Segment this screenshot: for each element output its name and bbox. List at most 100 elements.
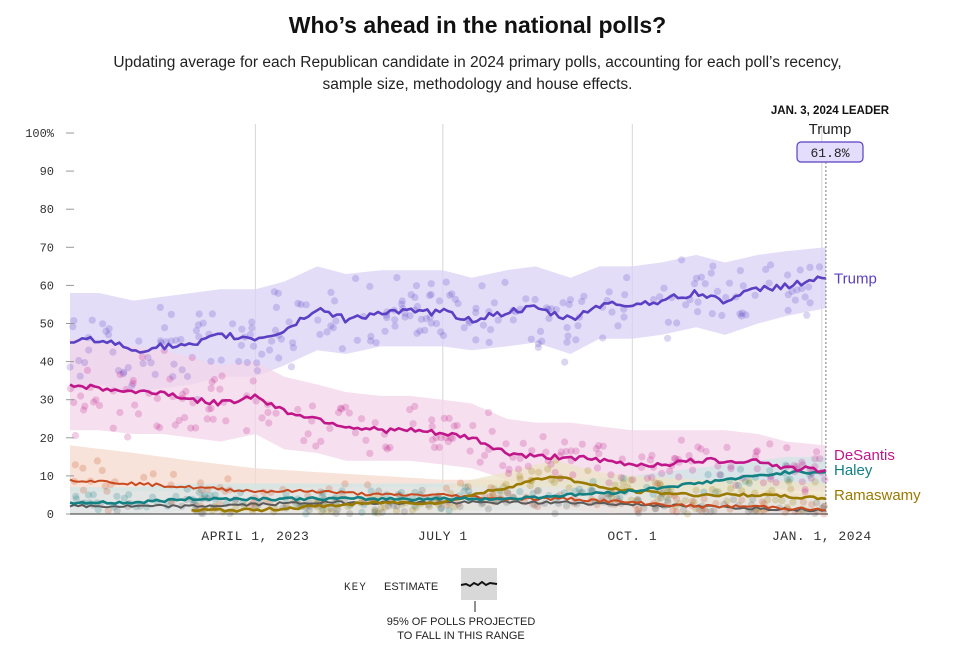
poll-dot	[710, 507, 718, 515]
poll-dot	[505, 469, 513, 478]
series-line	[69, 383, 827, 474]
poll-dot	[413, 302, 422, 311]
poll-dot	[599, 334, 607, 342]
poll-dot	[806, 263, 814, 271]
poll-dot	[88, 316, 96, 324]
poll-dot	[345, 409, 353, 417]
poll-dot	[559, 299, 567, 307]
poll-dot	[109, 348, 117, 356]
poll-dot	[398, 300, 406, 308]
poll-dot	[707, 508, 715, 516]
poll-dot	[551, 468, 559, 477]
poll-dot	[806, 299, 814, 307]
poll-dot	[578, 440, 586, 448]
poll-dot	[217, 356, 225, 364]
poll-dot	[124, 433, 132, 441]
series-line	[69, 469, 827, 506]
poll-dot	[248, 318, 256, 326]
poll-dot	[285, 318, 293, 326]
axes: APRIL 1, 2023 JULY 1 OCT. 1 JAN. 1, 2024 0 10…	[25, 127, 871, 544]
poll-dot	[398, 297, 406, 305]
poll-dot	[116, 370, 124, 379]
poll-dot	[252, 397, 260, 405]
poll-dot	[534, 343, 542, 352]
poll-dot	[646, 456, 655, 464]
poll-dot	[304, 430, 312, 438]
poll-dot	[569, 471, 577, 479]
poll-dot	[169, 373, 177, 381]
poll-dot	[764, 496, 772, 504]
poll-dot	[765, 279, 773, 287]
poll-dot	[801, 486, 809, 494]
poll-dot	[685, 452, 693, 460]
poll-dot	[593, 464, 602, 472]
poll-dot	[620, 474, 628, 482]
poll-dot	[451, 295, 459, 303]
poll-dot	[104, 331, 113, 339]
poll-dot	[366, 282, 374, 291]
y-tick-label: 100%	[25, 127, 55, 141]
poll-dot	[207, 357, 215, 365]
poll-dot	[208, 378, 216, 386]
y-tick-label: 60	[40, 279, 54, 293]
leader-name: Trump	[809, 121, 852, 138]
poll-dot	[638, 453, 646, 461]
poll-dot	[430, 443, 439, 451]
leader-value: 61.8%	[810, 146, 849, 161]
leader-value-box	[796, 141, 864, 163]
poll-dot	[766, 440, 774, 448]
poll-dot	[294, 405, 302, 414]
poll-dot	[669, 507, 677, 515]
poll-dot	[76, 372, 84, 380]
poll-dot	[391, 322, 399, 330]
poll-dot	[488, 427, 496, 435]
key-range-label-1: 95% OF POLLS PROJECTED	[387, 616, 536, 628]
poll-dot	[195, 488, 203, 497]
poll-dot	[694, 298, 702, 306]
poll-dot	[620, 313, 628, 321]
poll-dot	[662, 493, 670, 501]
poll-dot	[616, 494, 624, 502]
poll-dot	[718, 311, 726, 320]
poll-dot	[702, 447, 710, 456]
poll-dot	[499, 462, 507, 470]
poll-dot	[712, 488, 720, 496]
poll-dot	[326, 424, 334, 432]
poll-dot	[338, 405, 346, 413]
poll-dot	[679, 506, 688, 514]
poll-dot	[789, 498, 797, 506]
poll-dot	[816, 455, 824, 463]
poll-dot	[484, 409, 493, 417]
poll-dot	[538, 337, 546, 345]
poll-dot	[675, 473, 683, 481]
y-tick-label: 0	[47, 508, 54, 522]
poll-dot	[114, 367, 123, 375]
y-tick-label: 40	[40, 356, 54, 370]
poll-dot	[565, 300, 573, 309]
poll-dot	[785, 478, 793, 486]
poll-dot	[485, 338, 493, 346]
poll-dot	[98, 466, 106, 475]
poll-dot	[323, 328, 331, 336]
poll-dot	[460, 487, 468, 495]
poll-dot	[79, 464, 87, 472]
poll-dot	[412, 282, 421, 290]
poll-dot	[575, 485, 583, 493]
poll-dot	[272, 409, 280, 417]
poll-dot	[258, 414, 266, 422]
poll-dot	[772, 496, 780, 504]
poll-dot	[421, 326, 429, 334]
poll-dot	[99, 320, 107, 328]
poll-dot	[192, 327, 200, 335]
poll-dot	[135, 337, 143, 345]
poll-dot	[681, 496, 690, 505]
poll-dot	[567, 447, 575, 455]
leader-heading: JAN. 3, 2024 LEADER	[771, 105, 890, 117]
poll-dot	[386, 443, 394, 452]
poll-dot	[714, 488, 722, 496]
poll-dot	[72, 492, 80, 500]
poll-dot	[149, 470, 157, 478]
poll-dot	[700, 495, 708, 503]
poll-dot	[445, 414, 453, 422]
y-tick-label: 10	[40, 470, 54, 484]
